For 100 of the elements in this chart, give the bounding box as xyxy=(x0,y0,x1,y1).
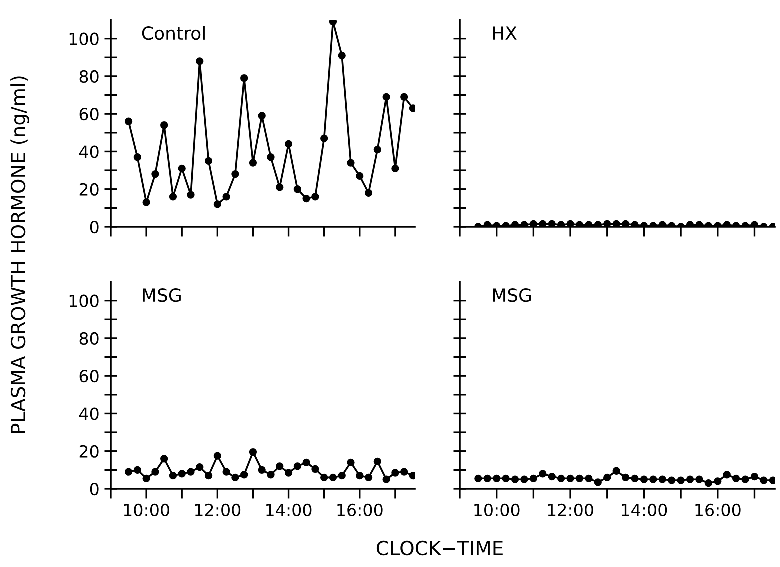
point xyxy=(240,74,248,82)
y-tick-label: 40 xyxy=(79,146,99,158)
x-tick-label: 10:00 xyxy=(474,504,520,516)
point xyxy=(530,474,538,482)
point xyxy=(267,471,275,479)
point xyxy=(400,468,408,476)
point xyxy=(723,471,731,479)
point xyxy=(548,472,556,481)
y-tick-label: 60 xyxy=(80,370,99,383)
point xyxy=(668,476,676,484)
point xyxy=(594,478,602,486)
point xyxy=(232,474,240,482)
point xyxy=(204,157,213,165)
point xyxy=(474,474,482,482)
point xyxy=(696,476,704,484)
point xyxy=(392,469,400,477)
point xyxy=(169,472,178,480)
point xyxy=(677,476,685,484)
point xyxy=(152,170,160,178)
point xyxy=(302,458,310,466)
point xyxy=(178,164,186,172)
point xyxy=(714,478,722,486)
y-tick-label: 0 xyxy=(90,482,99,496)
point xyxy=(511,476,520,484)
point xyxy=(732,474,740,482)
point xyxy=(276,184,284,192)
point xyxy=(612,467,620,475)
point xyxy=(347,159,355,167)
point xyxy=(134,466,142,474)
point xyxy=(622,474,630,482)
point xyxy=(249,159,258,167)
point xyxy=(382,476,390,484)
point xyxy=(232,170,240,178)
point xyxy=(338,472,346,480)
point xyxy=(160,122,168,130)
point xyxy=(631,474,639,482)
x-tick-label: 14:00 xyxy=(622,504,668,516)
x-axis-title: CLOCK−TIME xyxy=(376,540,503,556)
y-tick-label: 60 xyxy=(80,108,99,121)
point xyxy=(187,468,195,476)
point xyxy=(374,146,382,154)
point xyxy=(294,186,302,194)
chart-title: MSG xyxy=(143,288,181,302)
y-tick-label: 80 xyxy=(80,332,99,346)
y-tick-label: 20 xyxy=(80,445,99,458)
point xyxy=(124,468,133,476)
point xyxy=(347,458,355,466)
point xyxy=(374,458,382,466)
point xyxy=(686,476,694,484)
point xyxy=(222,468,230,476)
x-tick-label: 12:00 xyxy=(195,504,241,516)
y-tick-label: 80 xyxy=(80,70,99,84)
point xyxy=(356,472,364,480)
point xyxy=(392,164,400,172)
x-tick-label: 14:00 xyxy=(266,504,312,516)
point xyxy=(750,472,759,481)
point xyxy=(320,134,328,142)
point xyxy=(329,474,338,482)
point xyxy=(539,470,547,478)
y-tick-label: 0 xyxy=(90,220,99,234)
point xyxy=(214,452,222,460)
point xyxy=(124,118,133,126)
point xyxy=(400,93,408,101)
x-tick-label: 16:00 xyxy=(696,504,741,516)
point xyxy=(142,474,150,482)
point xyxy=(640,476,648,484)
point xyxy=(240,471,248,479)
point xyxy=(320,474,328,482)
point xyxy=(312,193,320,201)
point xyxy=(284,140,293,148)
point xyxy=(704,480,713,488)
chart-title: HX xyxy=(493,26,517,40)
point xyxy=(204,472,213,480)
point xyxy=(267,154,275,162)
point xyxy=(650,476,658,484)
point xyxy=(284,469,293,477)
point xyxy=(338,52,346,60)
point xyxy=(502,474,510,482)
point xyxy=(329,20,338,26)
x-tick-label: 12:00 xyxy=(548,504,594,516)
point xyxy=(178,470,186,478)
y-tick-label: 100 xyxy=(70,32,99,46)
point xyxy=(196,58,204,66)
point xyxy=(484,474,492,482)
point xyxy=(604,474,612,482)
point xyxy=(382,93,390,101)
point xyxy=(142,198,150,206)
point xyxy=(249,448,258,456)
point xyxy=(214,200,222,208)
point xyxy=(557,474,566,482)
point xyxy=(187,191,195,199)
point xyxy=(222,193,230,201)
point xyxy=(258,466,266,474)
point xyxy=(520,476,528,484)
point xyxy=(196,464,204,472)
chart-title: Control xyxy=(142,26,205,40)
point xyxy=(760,476,768,484)
point xyxy=(258,112,266,120)
point xyxy=(356,172,364,180)
x-tick-label: 16:00 xyxy=(338,504,383,516)
